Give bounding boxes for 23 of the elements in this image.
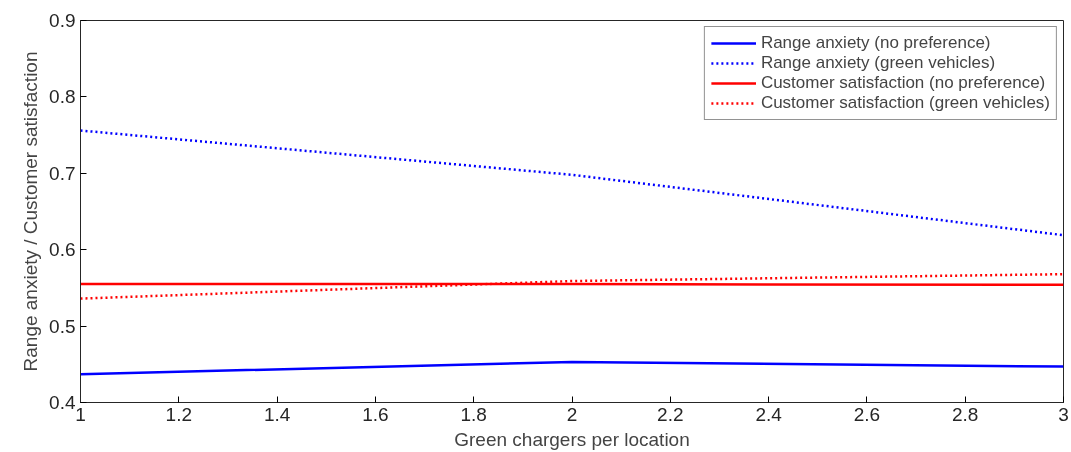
y-axis-title: Range anxiety / Customer satisfaction (20, 51, 42, 372)
y-tick-label: 0.7 (49, 162, 76, 184)
x-tick-label: 2.4 (755, 403, 783, 425)
y-tick-label: 0.4 (49, 392, 76, 413)
x-tick-label: 1.2 (165, 403, 193, 425)
x-axis-title: Green chargers per location (454, 428, 690, 450)
x-tick-label: 2 (566, 403, 578, 425)
legend-label: Range anxiety (green vehicles) (760, 53, 996, 73)
legend-label: Customer satisfaction (no preference) (760, 73, 1046, 93)
y-tick-label: 0.8 (49, 86, 76, 108)
legend-label: Customer satisfaction (green vehicles) (760, 93, 1050, 113)
x-tick-label: 1.4 (263, 403, 291, 425)
y-tick-label: 0.5 (49, 315, 76, 337)
x-tick-label: 1.6 (362, 403, 389, 425)
x-tick-label: 2.2 (657, 403, 684, 425)
x-tick-label: 1.8 (460, 403, 487, 425)
legend-label: Range anxiety (no preference) (760, 33, 991, 53)
y-tick-label: 0.6 (49, 239, 76, 261)
x-tick-label: 3 (1058, 403, 1069, 425)
x-tick-label: 1 (75, 403, 86, 425)
x-tick-label: 2.6 (853, 403, 881, 425)
x-tick-label: 2.8 (951, 403, 979, 425)
y-tick-label: 0.9 (49, 10, 76, 31)
